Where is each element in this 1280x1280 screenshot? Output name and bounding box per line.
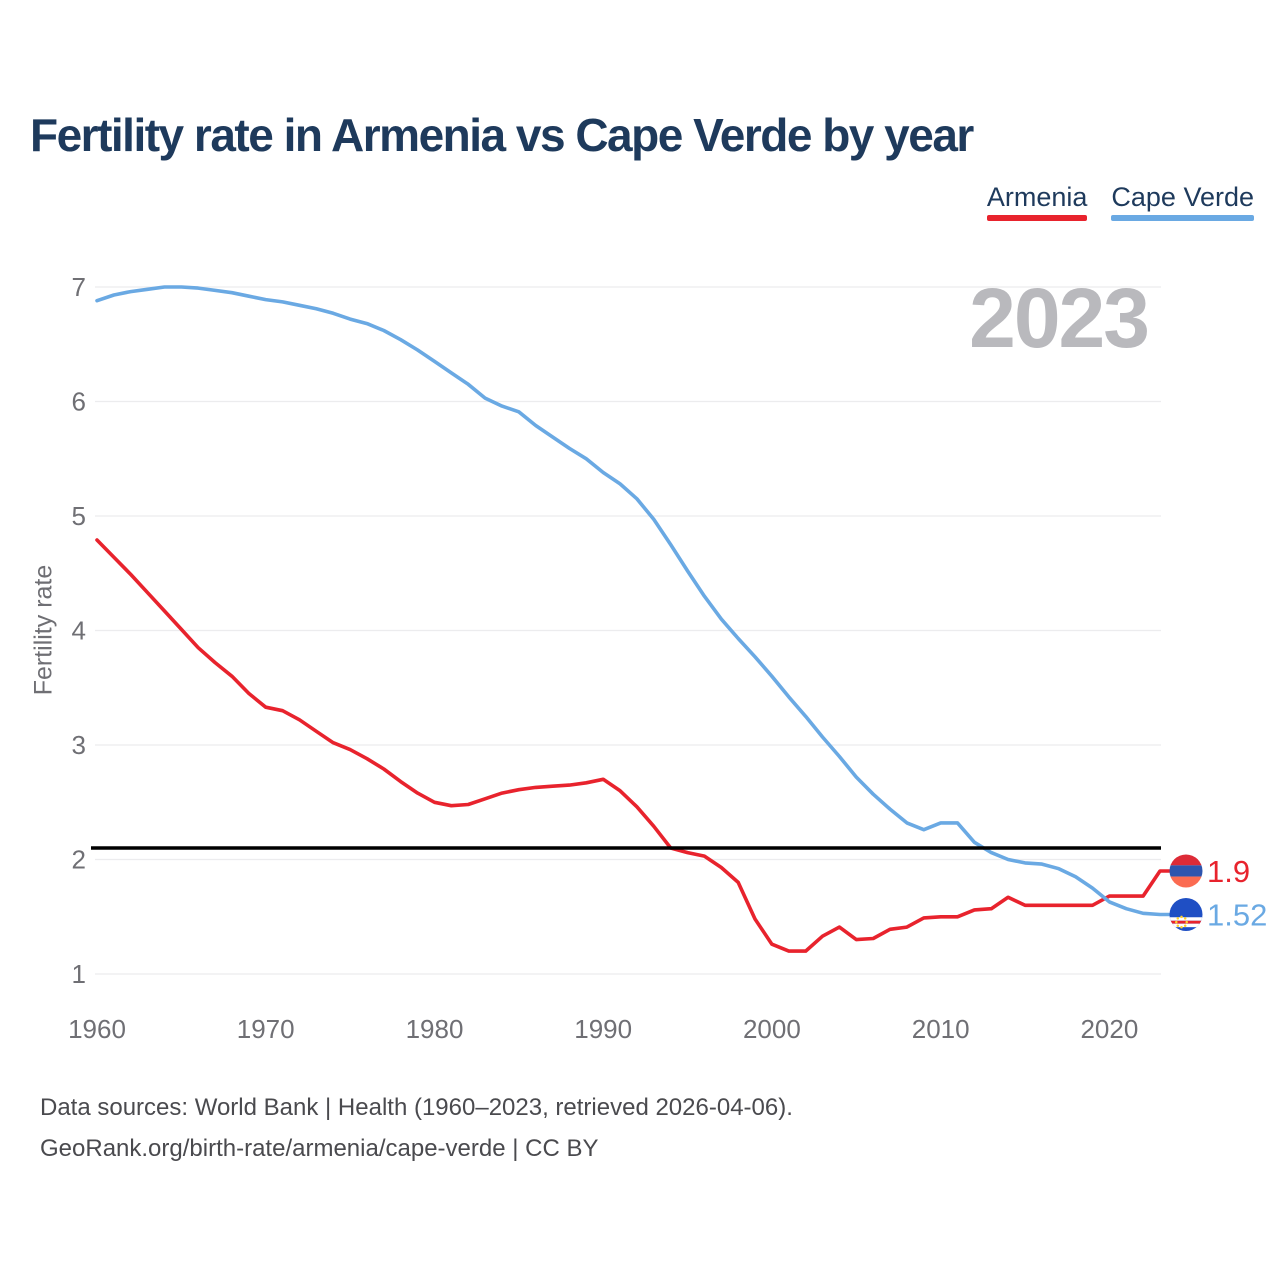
legend-item-armenia[interactable]: Armenia xyxy=(986,182,1088,221)
y-tick-label: 7 xyxy=(72,272,86,302)
series-end-label-cape-verde: 1.52 xyxy=(1207,898,1267,933)
x-tick-label: 2000 xyxy=(743,1014,801,1044)
y-tick-label: 2 xyxy=(72,845,86,875)
legend-label-armenia: Armenia xyxy=(986,182,1088,212)
y-tick-label: 5 xyxy=(72,501,86,531)
footer-data-sources: Data sources: World Bank | Health (1960–… xyxy=(40,1094,793,1121)
x-tick-label: 1970 xyxy=(237,1014,295,1044)
footer-attribution: GeoRank.org/birth-rate/armenia/cape-verd… xyxy=(40,1135,599,1162)
x-tick-label: 1990 xyxy=(574,1014,632,1044)
cape-verde-flag-icon xyxy=(1169,897,1203,931)
series-line-cape-verde xyxy=(95,285,1174,917)
armenia-flag-icon xyxy=(1169,854,1203,888)
x-tick-label: 2020 xyxy=(1080,1014,1138,1044)
y-tick-label: 4 xyxy=(72,616,86,646)
series-line-armenia xyxy=(95,538,1174,953)
legend-underline-cape-verde xyxy=(1111,215,1254,221)
x-tick-label: 1980 xyxy=(406,1014,464,1044)
legend-underline-armenia xyxy=(986,215,1088,221)
legend-item-cape-verde[interactable]: Cape Verde xyxy=(1111,182,1254,221)
y-tick-label: 1 xyxy=(72,959,86,989)
series-end-label-armenia: 1.9 xyxy=(1207,854,1250,889)
x-tick-label: 1960 xyxy=(68,1014,126,1044)
x-tick-label: 2010 xyxy=(912,1014,970,1044)
y-tick-label: 3 xyxy=(72,730,86,760)
legend-label-cape-verde: Cape Verde xyxy=(1111,182,1254,212)
footer: Data sources: World Bank | Health (1960–… xyxy=(40,1087,793,1169)
page-title: Fertility rate in Armenia vs Cape Verde … xyxy=(30,109,974,161)
watermark-year: 2023 xyxy=(969,271,1150,365)
y-tick-label: 6 xyxy=(72,387,86,417)
legend: Armenia Cape Verde xyxy=(986,182,1254,221)
